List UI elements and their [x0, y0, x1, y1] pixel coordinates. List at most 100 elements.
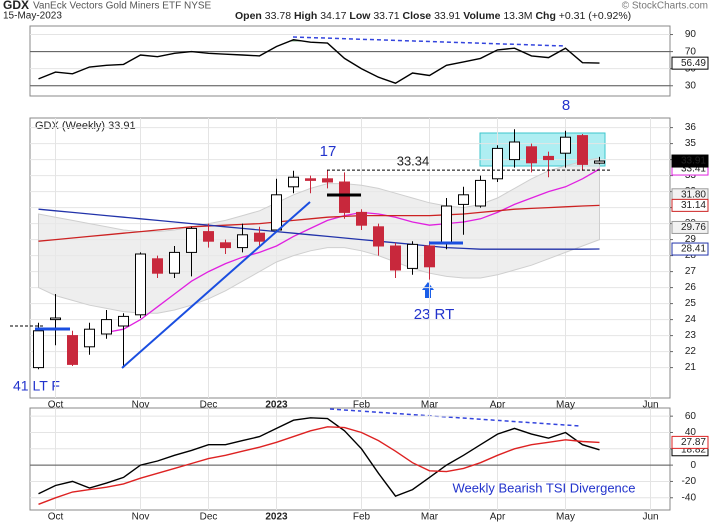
candle-body [118, 315, 129, 327]
symbol: GDX [3, 0, 29, 12]
value-tag: 31.80 [681, 189, 706, 200]
divergence-line [292, 36, 566, 47]
value-tag-box [671, 56, 709, 70]
y-tick-label: 70 [685, 46, 697, 57]
arrow [422, 282, 434, 298]
y-tick-label: 23 [685, 330, 697, 341]
candle-body [356, 211, 367, 226]
candle-body [543, 155, 554, 161]
candle-body [322, 178, 333, 183]
x-tick-label: May [556, 512, 575, 523]
resistance-label: 33.34 [397, 154, 430, 169]
x-tick-label: 2023 [265, 400, 288, 411]
y-tick-label: 33 [685, 170, 697, 181]
candle-body [577, 135, 588, 165]
trend-line [121, 201, 311, 369]
candle-body [152, 258, 163, 274]
y-tick-label: 60 [685, 411, 697, 422]
candle-body [458, 194, 469, 205]
y-tick-label: 25 [685, 298, 697, 309]
value-tag: 18.82 [681, 444, 706, 455]
y-tick-label: 28 [685, 250, 697, 261]
value-tag-box [671, 435, 709, 449]
quote-value: +0.31 (+0.92%) [559, 10, 631, 22]
candle-body [254, 232, 265, 242]
y-tick-label: 40 [685, 427, 697, 438]
x-tick-label: Dec [200, 400, 218, 411]
divergence-line [329, 408, 581, 427]
y-tick-label: 21 [685, 362, 697, 373]
x-tick-label: Apr [490, 400, 506, 411]
x-tick-label: Feb [353, 400, 371, 411]
candle-body [339, 181, 350, 213]
quote-label: Open [235, 10, 262, 22]
price-panel [29, 117, 671, 399]
value-tag-box [671, 198, 709, 212]
candle-body [373, 226, 384, 247]
quote-label: Chg [535, 10, 555, 22]
value-tag: 31.14 [681, 200, 706, 211]
x-tick-label: May [556, 400, 575, 411]
candle-body [271, 194, 282, 231]
x-tick-label: Nov [132, 400, 150, 411]
y-tick-label: 0 [690, 460, 696, 471]
x-tick-label: Mar [421, 512, 439, 523]
candle-body [305, 178, 316, 181]
candle-body [509, 141, 520, 161]
candle-body [135, 253, 146, 316]
line-series [38, 38, 600, 84]
candle-body [237, 234, 248, 249]
quote-label: Volume [463, 10, 500, 22]
price-legend: GDX (Weekly) 33.91 [35, 120, 136, 132]
candle-body [50, 317, 61, 321]
quote: Open 33.78 High 34.17 Low 33.71 Close 33… [235, 10, 631, 22]
quote-value: 33.71 [373, 10, 399, 22]
annotation: 8 [562, 97, 570, 114]
candle-body [526, 146, 537, 164]
candle-body [67, 335, 78, 365]
candle-body [594, 160, 605, 164]
value-tag-box [671, 220, 709, 234]
x-tick-label: Oct [48, 512, 64, 523]
candle-body [33, 330, 44, 369]
quote-label: High [294, 10, 317, 22]
y-tick-label: 36 [685, 122, 697, 133]
value-tag: 29.76 [681, 222, 706, 233]
value-tag: 28.41 [681, 244, 706, 255]
y-tick-label: 90 [685, 29, 697, 40]
quote-label: Close [403, 10, 432, 22]
y-tick-label: 22 [685, 346, 697, 357]
quote-value: 33.91 [434, 10, 460, 22]
x-tick-label: Jun [642, 512, 658, 523]
value-tag: 33.91 [681, 156, 706, 167]
x-tick-label: 2023 [265, 512, 288, 523]
candle-body [441, 205, 452, 244]
line-series [38, 417, 600, 497]
y-tick-label: 30 [685, 80, 697, 91]
credit: © StockCharts.com [622, 1, 708, 12]
candle-body [203, 231, 214, 242]
y-tick-label: -20 [682, 476, 697, 487]
candle-body [475, 179, 486, 207]
rsi-panel [29, 25, 671, 97]
candle-body [169, 251, 180, 274]
x-tick-label: Mar [421, 400, 439, 411]
candle-body [288, 176, 299, 188]
y-tick-label: 27 [685, 266, 697, 277]
quote-value: 13.3M [503, 10, 532, 22]
line-series [38, 426, 600, 505]
moving-average [38, 204, 600, 242]
annotation: 17 [320, 143, 337, 160]
annotation: Weekly Bearish TSI Divergence [452, 480, 635, 495]
y-tick-label: 35 [685, 138, 697, 149]
y-tick-label: 24 [685, 314, 697, 325]
candle-body [390, 245, 401, 271]
x-tick-label: Dec [200, 512, 218, 523]
candle-body [84, 328, 95, 348]
candle-body [492, 147, 503, 180]
date: 15-May-2023 [3, 11, 62, 22]
value-tag-box [671, 242, 709, 256]
candle-body [424, 245, 435, 268]
x-tick-label: Oct [48, 400, 64, 411]
